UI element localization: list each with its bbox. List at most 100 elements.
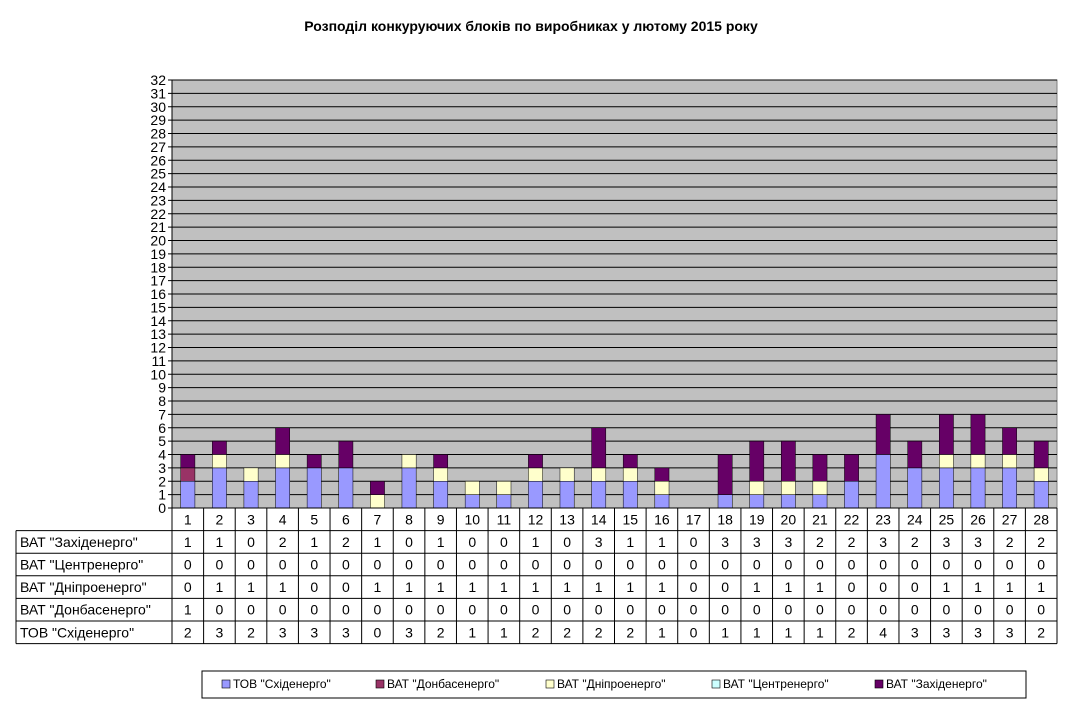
data-label: 0 <box>563 534 571 550</box>
bar-segment <box>559 467 575 482</box>
data-label: 0 <box>753 602 761 618</box>
bar-segment <box>717 494 733 509</box>
legend-swatch <box>375 679 385 689</box>
y-tick-label: 1 <box>158 487 166 503</box>
data-label: 1 <box>1006 579 1014 595</box>
bar-segment <box>622 481 638 509</box>
data-label: 0 <box>690 557 698 573</box>
bar-segment <box>243 467 259 482</box>
data-label: 1 <box>405 579 413 595</box>
y-tick-label: 4 <box>158 447 166 463</box>
bar-segment <box>939 467 954 509</box>
data-label: 3 <box>279 624 287 640</box>
data-label: 0 <box>405 534 413 550</box>
y-tick-label: 28 <box>150 126 166 142</box>
data-label: 1 <box>721 624 729 640</box>
y-tick-label: 11 <box>151 353 166 369</box>
legend-swatch <box>711 679 721 689</box>
x-tick-label: 13 <box>559 511 575 527</box>
y-tick-label: 23 <box>150 192 166 208</box>
data-label: 2 <box>848 624 856 640</box>
data-label: 0 <box>879 557 887 573</box>
bar-segment <box>970 414 986 455</box>
y-tick-label: 27 <box>150 139 166 155</box>
data-label: 0 <box>310 579 318 595</box>
data-label: 0 <box>879 579 887 595</box>
data-label: 0 <box>342 602 350 618</box>
data-label: 1 <box>626 579 634 595</box>
data-label: 0 <box>563 557 571 573</box>
data-label: 0 <box>784 602 792 618</box>
data-label: 0 <box>468 534 476 550</box>
y-tick-label: 12 <box>150 340 166 356</box>
y-tick-label: 0 <box>158 500 166 516</box>
bar-segment <box>212 467 227 509</box>
y-tick-label: 3 <box>158 460 166 476</box>
data-label: 0 <box>405 557 413 573</box>
data-label: 3 <box>721 534 729 550</box>
x-tick-label: 2 <box>216 511 224 527</box>
data-label: 1 <box>500 624 508 640</box>
data-label: 2 <box>279 534 287 550</box>
data-label: 0 <box>374 557 382 573</box>
data-label: 0 <box>595 557 603 573</box>
bar-segment <box>939 454 954 469</box>
data-label: 0 <box>658 557 666 573</box>
data-label: 0 <box>532 602 540 618</box>
bar-segment <box>464 494 480 509</box>
data-label: 1 <box>310 534 318 550</box>
bar-segment <box>844 454 859 482</box>
data-label: 0 <box>563 602 571 618</box>
data-label: 0 <box>848 557 856 573</box>
bar-segment <box>306 454 322 469</box>
data-label: 2 <box>563 624 571 640</box>
bar-segment <box>907 440 923 469</box>
data-label: 1 <box>595 579 603 595</box>
x-tick-label: 10 <box>464 511 480 527</box>
bar-segment <box>875 414 891 455</box>
bar-segment <box>433 467 449 482</box>
data-label: 0 <box>184 579 192 595</box>
x-tick-label: 12 <box>528 511 544 527</box>
x-tick-label: 4 <box>279 511 287 527</box>
bar-segment <box>433 481 449 509</box>
data-label: 1 <box>468 624 476 640</box>
bar-segment <box>939 414 954 455</box>
data-label: 0 <box>247 534 255 550</box>
bar-segment <box>622 467 638 482</box>
bar-segment <box>528 481 543 509</box>
data-label: 3 <box>942 534 950 550</box>
bar-segment <box>622 454 638 469</box>
bar-segment <box>654 467 670 482</box>
y-tick-label: 13 <box>150 326 166 342</box>
x-tick-label: 20 <box>781 511 797 527</box>
x-tick-label: 25 <box>939 511 955 527</box>
legend: ТОВ "Східенерго" ВАТ "Донбасенерго" ВАТ "Д… <box>201 670 1027 699</box>
x-tick-label: 26 <box>970 511 986 527</box>
data-label: 0 <box>500 534 508 550</box>
legend-swatch <box>545 679 555 689</box>
y-tick-label: 24 <box>150 179 166 195</box>
data-label: 1 <box>184 534 192 550</box>
data-label: 2 <box>532 624 540 640</box>
bar-segment <box>275 467 290 509</box>
data-label: 1 <box>437 534 445 550</box>
data-label: 0 <box>911 557 919 573</box>
data-label: 0 <box>342 579 350 595</box>
legend-box <box>201 670 1027 699</box>
y-tick-label: 31 <box>150 85 166 101</box>
y-tick-label: 18 <box>150 259 166 275</box>
legend-swatch <box>874 679 884 689</box>
data-label: 1 <box>658 579 666 595</box>
data-label: 1 <box>753 624 761 640</box>
x-tick-label: 24 <box>907 511 923 527</box>
bar-segment <box>749 494 765 509</box>
data-label: 2 <box>816 534 824 550</box>
x-tick-label: 19 <box>749 511 765 527</box>
data-label: 2 <box>184 624 192 640</box>
bar-segment <box>780 440 796 482</box>
table-row-label: ВАТ "Дніпроенерго" <box>20 579 147 595</box>
data-label: 0 <box>247 557 255 573</box>
bar-segment <box>875 454 891 509</box>
data-label: 0 <box>532 557 540 573</box>
